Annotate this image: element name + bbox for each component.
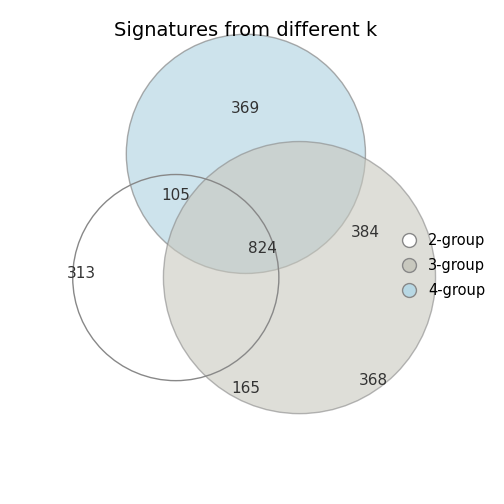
Text: 368: 368 <box>359 373 388 388</box>
Text: 165: 165 <box>231 382 261 397</box>
Text: 824: 824 <box>248 241 277 256</box>
Text: 313: 313 <box>67 266 96 281</box>
Text: 384: 384 <box>351 225 380 240</box>
Legend: 2-group, 3-group, 4-group: 2-group, 3-group, 4-group <box>395 225 492 305</box>
Text: 105: 105 <box>161 187 190 203</box>
Title: Signatures from different k: Signatures from different k <box>114 21 377 40</box>
Circle shape <box>127 34 365 274</box>
Circle shape <box>163 142 435 414</box>
Text: 369: 369 <box>231 101 261 116</box>
